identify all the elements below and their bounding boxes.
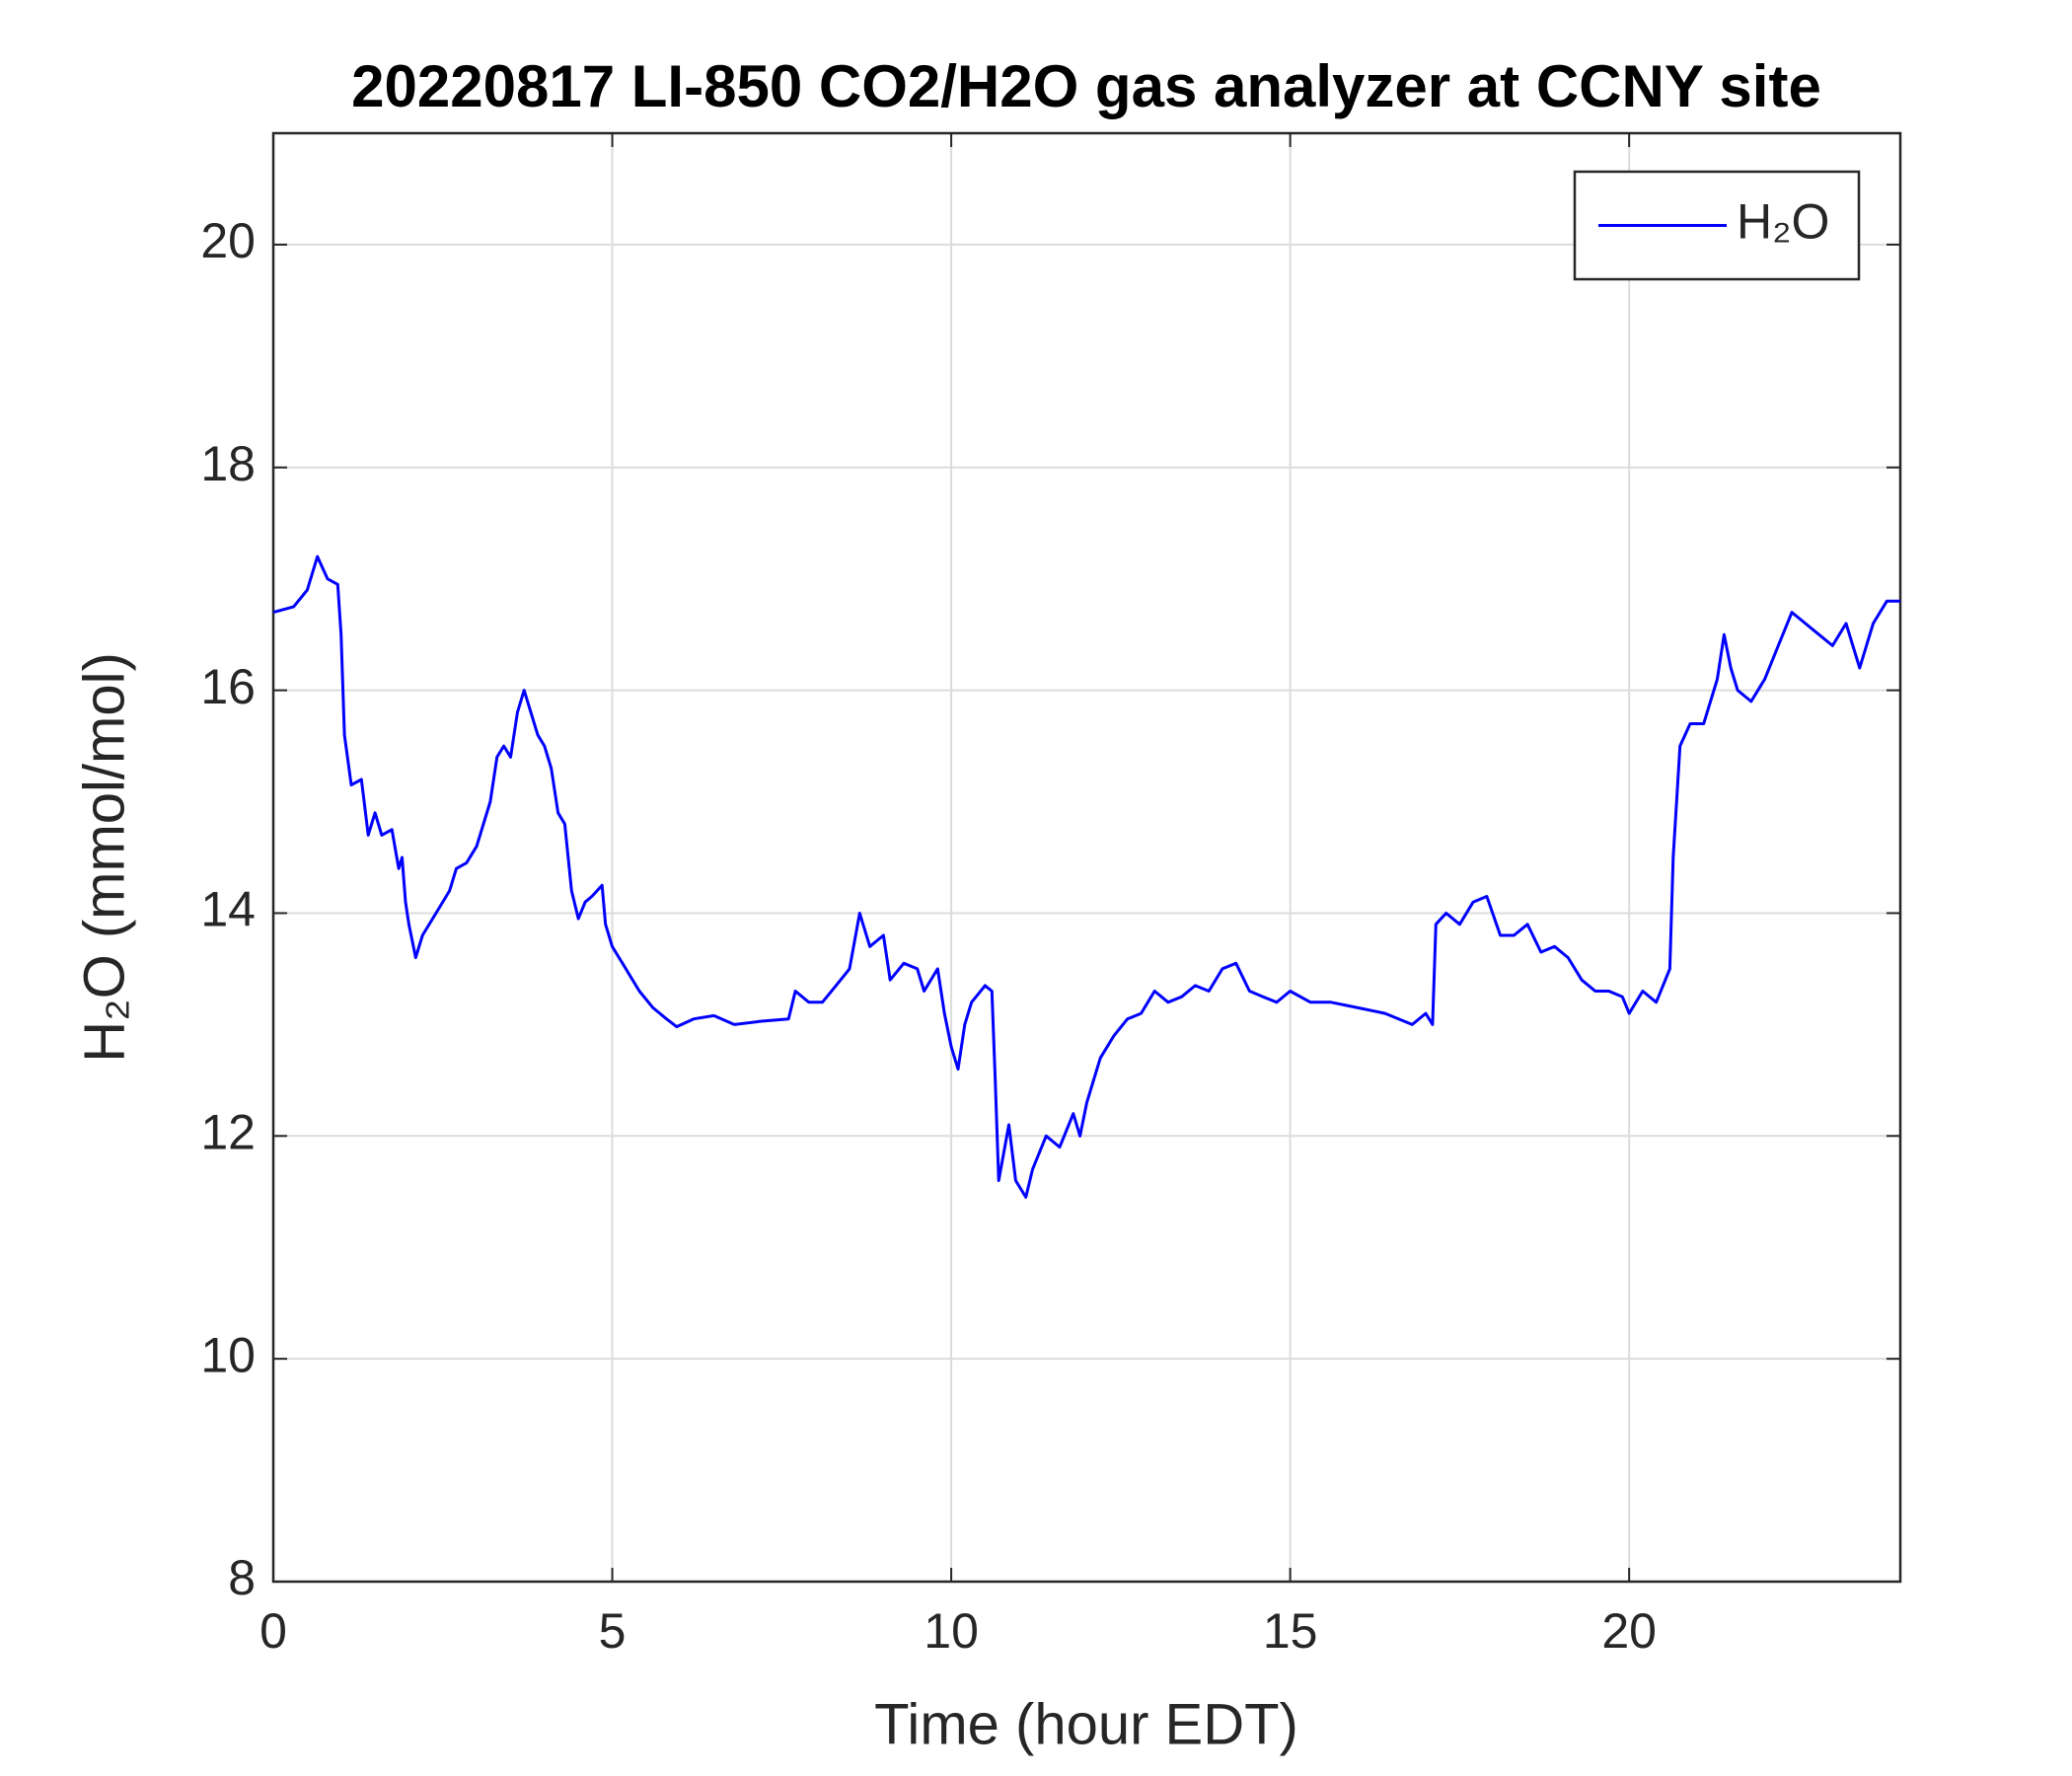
y-axis-label: H₂O (mmol/mol)	[72, 652, 136, 1063]
legend-label: H₂O	[1737, 194, 1829, 250]
x-tick-label: 20	[1601, 1603, 1657, 1659]
x-axis-label: Time (hour EDT)	[874, 1692, 1298, 1756]
plot-frame	[271, 131, 1902, 1584]
x-tick-label: 15	[1263, 1603, 1318, 1659]
y-tick-label: 10	[200, 1327, 256, 1382]
x-tick-label: 0	[259, 1603, 287, 1659]
data-line	[272, 555, 1900, 1199]
x-tick-label: 10	[924, 1603, 979, 1659]
y-tick-label: 14	[200, 882, 256, 937]
x-tick-label: 5	[599, 1603, 627, 1659]
y-tick-label: 18	[200, 436, 256, 491]
y-tick-label: 16	[200, 659, 256, 714]
y-tick-label: 12	[200, 1105, 256, 1160]
y-tick-label: 20	[200, 213, 256, 268]
chart-title: 20220817 LI-850 CO2/H2O gas analyzer at …	[351, 53, 1821, 119]
y-tick-label: 8	[228, 1550, 256, 1605]
